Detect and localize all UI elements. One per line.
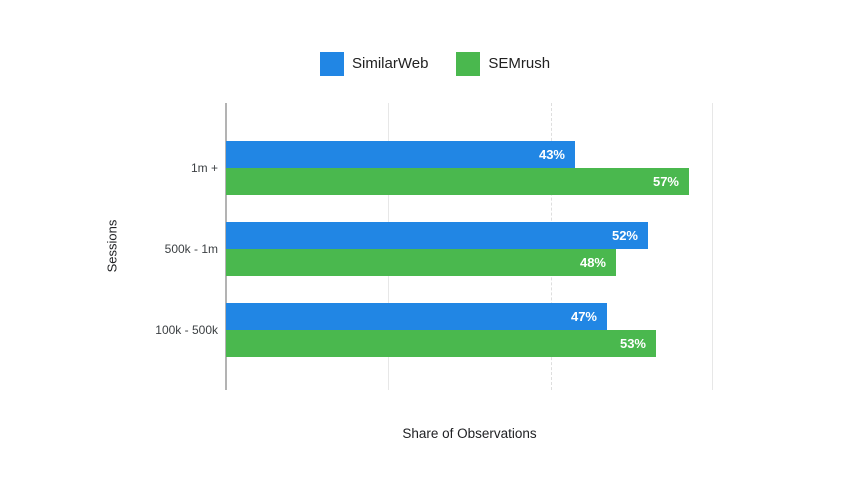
- legend-item-similarweb: SimilarWeb: [320, 52, 428, 76]
- category-label-1m: 1m +: [190, 161, 218, 175]
- bar-semrush-100k-500k: 53%: [226, 330, 656, 357]
- gridline-60pct: [712, 103, 713, 390]
- chart-legend: SimilarWeb SEMrush: [320, 52, 550, 76]
- y-axis-title: Sessions: [104, 219, 120, 273]
- legend-label-similarweb: SimilarWeb: [352, 55, 429, 72]
- bar-value-label: 53%: [619, 336, 646, 351]
- legend-item-semrush: SEMrush: [456, 52, 550, 76]
- bar-semrush-1m: 57%: [226, 168, 689, 195]
- bar-value-label: 47%: [570, 309, 597, 324]
- bar-semrush-500k-1m: 48%: [226, 249, 616, 276]
- x-axis-title: Share of Observations: [402, 426, 537, 441]
- bar-similarweb-1m: 43%: [226, 141, 575, 168]
- legend-swatch-semrush-icon: [456, 52, 481, 76]
- bar-value-label: 57%: [652, 174, 679, 189]
- bar-similarweb-500k-1m: 52%: [226, 222, 648, 249]
- bar-value-label: 43%: [538, 147, 565, 162]
- bar-similarweb-100k-500k: 47%: [226, 303, 607, 330]
- category-label-100k-500k: 100k - 500k: [155, 323, 218, 337]
- bar-value-label: 52%: [611, 228, 638, 243]
- bar-value-label: 48%: [579, 255, 606, 270]
- legend-swatch-similarweb-icon: [320, 52, 344, 76]
- plot-area: 43% 57% 52% 48% 47% 53%: [225, 103, 713, 390]
- category-label-500k-1m: 500k - 1m: [164, 242, 218, 256]
- legend-label-semrush: SEMrush: [488, 55, 551, 72]
